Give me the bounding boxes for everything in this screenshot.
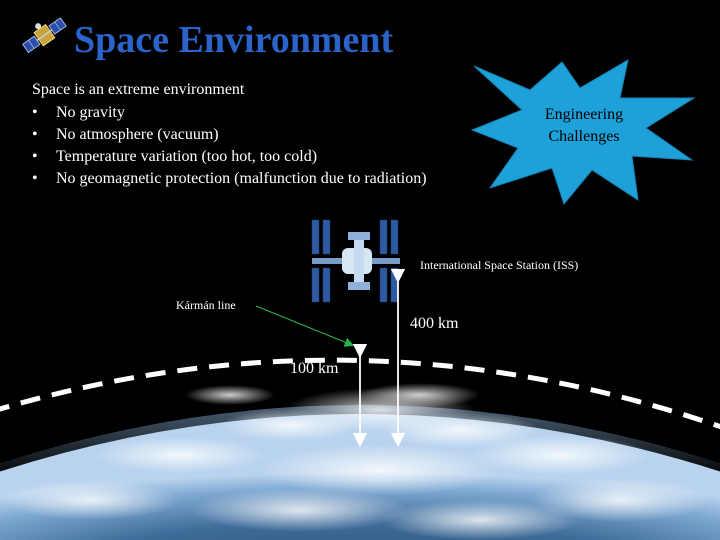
list-item: • No geomagnetic protection (malfunction … (32, 170, 427, 187)
iss-label: International Space Station (ISS) (420, 258, 579, 272)
callout-text: Engineering Challenges (544, 106, 624, 145)
satellite-icon (22, 17, 67, 54)
list-item: • No atmosphere (vacuum) (32, 126, 219, 143)
list-item: • Temperature variation (too hot, too col… (32, 148, 318, 165)
label-400km: 400 km (410, 315, 459, 332)
bullet-list: • No gravity • No atmosphere (vacuum) • Tem… (32, 102, 427, 190)
list-item: • No gravity (32, 104, 125, 121)
intro-text: Space is an extreme environment (32, 81, 245, 98)
label-100km: 100 km (290, 360, 339, 377)
slide-title: Space Environment (74, 19, 394, 61)
karman-pointer (255, 305, 355, 347)
karman-line (0, 357, 720, 430)
starburst-callout (470, 59, 696, 206)
karman-label: Kármán line (176, 298, 236, 312)
